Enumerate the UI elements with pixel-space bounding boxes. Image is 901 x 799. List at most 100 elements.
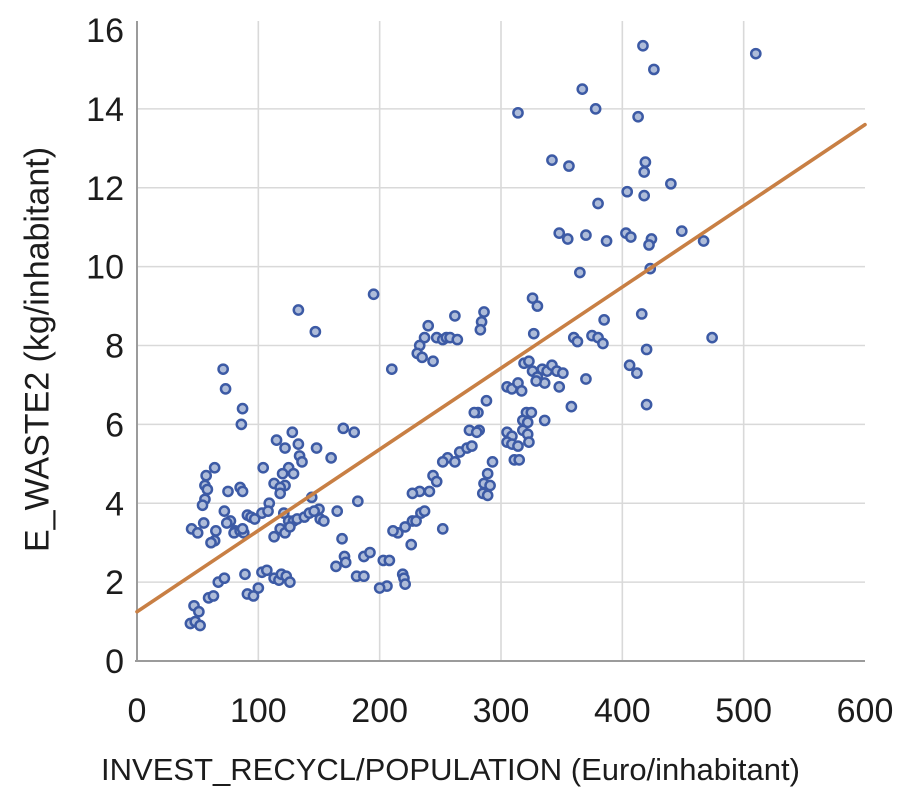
data-point bbox=[665, 177, 677, 190]
data-point bbox=[523, 436, 535, 448]
x-tick-label: 300 bbox=[473, 692, 530, 730]
y-tick-label: 8 bbox=[105, 328, 124, 366]
data-point bbox=[217, 363, 229, 376]
data-point bbox=[451, 333, 464, 346]
data-point bbox=[598, 314, 610, 326]
data-point bbox=[194, 619, 206, 632]
data-point bbox=[638, 166, 651, 178]
data-point bbox=[546, 154, 558, 166]
data-point bbox=[525, 406, 538, 419]
data-point bbox=[638, 189, 651, 202]
data-point bbox=[589, 103, 602, 115]
data-point bbox=[399, 521, 411, 533]
y-tick-label: 0 bbox=[105, 643, 124, 681]
data-point bbox=[521, 416, 534, 429]
data-point bbox=[260, 564, 273, 577]
data-point bbox=[218, 572, 231, 585]
y-tick-label: 14 bbox=[86, 91, 124, 129]
data-point bbox=[405, 538, 418, 551]
data-point bbox=[197, 517, 210, 529]
data-point bbox=[367, 288, 380, 301]
data-point bbox=[284, 576, 296, 588]
data-point bbox=[236, 523, 249, 535]
data-point bbox=[697, 235, 710, 247]
data-point bbox=[449, 310, 461, 322]
data-point bbox=[574, 266, 586, 279]
data-point bbox=[523, 355, 535, 368]
data-point bbox=[474, 323, 487, 336]
data-point bbox=[416, 351, 428, 364]
scatter-points bbox=[184, 39, 762, 632]
data-point bbox=[749, 47, 762, 60]
data-point bbox=[675, 225, 688, 237]
data-point bbox=[325, 452, 337, 464]
data-point bbox=[262, 505, 274, 517]
x-tick-label: 200 bbox=[351, 692, 408, 730]
data-point bbox=[351, 495, 364, 508]
data-point bbox=[631, 367, 643, 379]
axis-lines bbox=[135, 21, 865, 662]
data-point bbox=[430, 475, 443, 488]
data-point bbox=[274, 487, 287, 500]
data-point bbox=[640, 398, 653, 411]
data-point bbox=[406, 487, 419, 500]
data-point bbox=[571, 335, 584, 348]
y-tick-label: 10 bbox=[86, 249, 124, 287]
x-axis-title: INVEST_RECYCL/POPULATION (Euro/inhabitan… bbox=[101, 752, 800, 787]
data-point bbox=[292, 438, 305, 450]
data-point bbox=[512, 106, 524, 119]
data-point bbox=[257, 461, 270, 474]
data-point bbox=[207, 590, 220, 602]
data-point bbox=[418, 331, 431, 344]
data-point bbox=[513, 454, 526, 466]
data-point bbox=[466, 440, 478, 452]
data-point bbox=[235, 418, 248, 431]
data-point bbox=[205, 536, 217, 549]
data-point bbox=[252, 582, 265, 594]
data-point bbox=[318, 515, 330, 527]
data-point bbox=[480, 394, 493, 407]
data-point bbox=[358, 570, 370, 583]
data-point bbox=[196, 499, 209, 512]
x-tick-label: 100 bbox=[230, 692, 287, 730]
data-point bbox=[210, 525, 222, 537]
data-point bbox=[422, 319, 435, 332]
data-point bbox=[348, 426, 361, 439]
data-point bbox=[239, 568, 251, 581]
data-point bbox=[526, 292, 539, 305]
x-tick-label: 0 bbox=[128, 692, 147, 730]
data-point bbox=[449, 455, 461, 468]
data-point bbox=[191, 526, 204, 539]
data-point bbox=[576, 83, 589, 96]
data-point bbox=[292, 304, 305, 316]
data-point bbox=[563, 160, 575, 172]
data-point bbox=[557, 367, 569, 379]
data-point bbox=[418, 505, 431, 517]
data-point bbox=[208, 461, 221, 474]
data-point bbox=[337, 422, 350, 435]
data-point bbox=[364, 546, 376, 559]
data-point bbox=[279, 442, 291, 454]
data-point bbox=[308, 505, 320, 517]
data-point bbox=[436, 455, 449, 468]
data-point bbox=[553, 227, 566, 239]
data-point bbox=[220, 517, 233, 529]
data-point bbox=[236, 485, 249, 498]
x-tick-label: 600 bbox=[837, 692, 894, 730]
data-point bbox=[512, 440, 524, 452]
data-point bbox=[484, 479, 496, 492]
tick-labels: 0 2 4 6 8 10 12 14 16 0 100 200 300 400 500 600 bbox=[86, 12, 893, 730]
data-point bbox=[538, 414, 551, 427]
data-point bbox=[527, 327, 540, 340]
data-point bbox=[592, 197, 604, 210]
data-point bbox=[470, 426, 483, 439]
data-point bbox=[481, 467, 494, 480]
data-point bbox=[201, 483, 214, 496]
data-point bbox=[193, 605, 205, 618]
data-point bbox=[276, 467, 289, 480]
data-point bbox=[481, 489, 494, 502]
data-point bbox=[296, 455, 308, 468]
data-point bbox=[623, 359, 636, 372]
data-point bbox=[639, 156, 652, 168]
